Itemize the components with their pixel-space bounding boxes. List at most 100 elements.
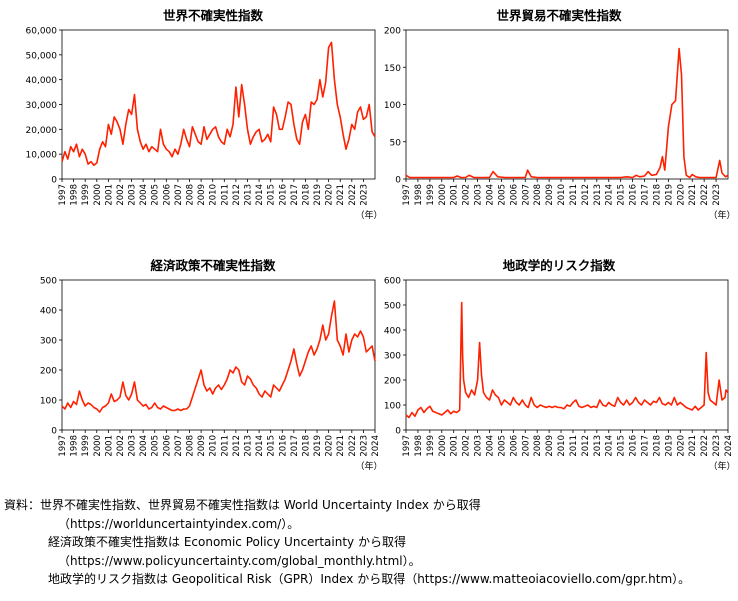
y-tick-label: 0 [395, 176, 401, 186]
y-tick-label: 0 [51, 427, 57, 437]
x-tick-label: 2007 [174, 435, 184, 457]
x-tick-label: 2012 [581, 435, 591, 457]
plot-frame [405, 279, 729, 431]
x-tick-label: 2002 [462, 435, 472, 457]
x-tick-label: 2010 [557, 184, 567, 206]
x-tick-label: 2008 [533, 435, 543, 457]
x-tick-label: 2014 [255, 184, 265, 206]
y-tick-label: 0 [395, 427, 401, 437]
x-tick-label: 2003 [128, 435, 138, 457]
x-tick-label: 2022 [700, 184, 710, 206]
x-tick-label: 2021 [336, 184, 346, 206]
y-tick-label: 300 [40, 337, 57, 347]
x-tick-label: 2000 [93, 435, 103, 457]
x-tick-label: 2006 [162, 435, 172, 457]
y-tick-label: 150 [384, 64, 401, 74]
x-tick-label: 1998 [70, 435, 80, 457]
series-line-1 [61, 41, 376, 167]
x-tick-label: 2001 [450, 435, 460, 457]
x-tick-label: 2017 [290, 435, 300, 457]
x-tick-label: 2021 [688, 435, 698, 457]
x-tick-label: 2005 [151, 184, 161, 206]
x-axis-unit-label: （年） [355, 209, 382, 221]
y-tick-label: 60,000 [26, 27, 58, 37]
y-tick-label: 400 [384, 327, 401, 337]
x-tick-label: 2007 [174, 184, 184, 206]
y-tick-label: 100 [384, 101, 401, 111]
x-tick-label: 2003 [474, 184, 484, 206]
y-tick-label: 50,000 [26, 51, 58, 61]
y-tick-label: 200 [384, 377, 401, 387]
x-tick-label: 2020 [325, 184, 335, 206]
x-tick-label: 2001 [104, 435, 114, 457]
y-tick-label: 600 [384, 277, 401, 287]
plot-frame [61, 279, 376, 431]
x-tick-label: 2021 [688, 184, 698, 206]
x-tick-label: 2009 [545, 184, 555, 206]
x-tick-label: 2018 [652, 435, 662, 457]
x-tick-label: 2009 [197, 435, 207, 457]
x-tick-label: 2001 [450, 184, 460, 206]
x-axis-unit-label: （年） [708, 460, 735, 472]
x-tick-label: 2023 [359, 435, 369, 457]
chart-panel-1: 世界不確実性指数 0 10,000 20,000 30,000 40,000 50,000 6… [26, 8, 383, 221]
chart-title: 世界貿易不確実性指数 [496, 8, 622, 23]
x-tick-label: 2017 [290, 184, 300, 206]
x-tick-label: 1997 [58, 184, 68, 206]
x-tick-label: 2014 [255, 435, 265, 457]
x-tick-label: 2011 [220, 435, 230, 457]
x-tick-label: 2013 [243, 435, 253, 457]
x-tick-label: 2019 [664, 184, 674, 206]
x-tick-label: 2012 [232, 435, 242, 457]
series-line-1 [61, 300, 376, 413]
chart-panel-4: 地政学的リスク指数 0 100 200 300 400 500 600 1997 1998 1999… [384, 258, 736, 472]
x-tick-label: 2023 [712, 435, 722, 457]
x-tick-label: 2019 [664, 435, 674, 457]
chart-title: 世界不確実性指数 [163, 8, 264, 23]
x-tick-label: 2009 [197, 184, 207, 206]
x-tick-label: 2007 [521, 184, 531, 206]
x-tick-label: 2006 [509, 435, 519, 457]
y-tick-label: 20,000 [26, 126, 58, 136]
x-tick-label: 2005 [497, 435, 507, 457]
x-tick-label: 2018 [652, 184, 662, 206]
x-tick-label: 1997 [58, 435, 68, 457]
x-tick-label: 2015 [267, 184, 277, 206]
y-tick-label: 100 [40, 397, 57, 407]
x-tick-label: 2021 [336, 435, 346, 457]
x-tick-label: 2017 [641, 435, 651, 457]
x-tick-label: 2006 [509, 184, 519, 206]
x-tick-label: 1999 [81, 184, 91, 206]
x-tick-label: 2019 [313, 184, 323, 206]
x-tick-label: 2005 [497, 184, 507, 206]
source-note-line-4: （https://www.policyuncertainty.com/globa… [58, 553, 421, 568]
x-tick-label: 2002 [116, 435, 126, 457]
x-tick-label: 2015 [267, 435, 277, 457]
y-tick-label: 10,000 [26, 151, 58, 161]
x-tick-label: 2011 [569, 184, 579, 206]
x-tick-label: 2023 [712, 184, 722, 206]
series-line-1 [405, 47, 729, 179]
x-tick-label: 2012 [232, 184, 242, 206]
x-tick-label: 2023 [359, 184, 369, 206]
series-line-1 [405, 301, 729, 419]
source-note-line-3: 経済政策不確実性指数は Economic Policy Uncertainty … [48, 535, 406, 549]
x-tick-label: 2006 [162, 184, 172, 206]
x-tick-label: 2020 [676, 184, 686, 206]
x-tick-label: 2022 [348, 435, 358, 457]
x-tick-label: 2000 [438, 184, 448, 206]
x-tick-label: 2011 [569, 435, 579, 457]
x-tick-label: 2008 [186, 184, 196, 206]
y-tick-label: 30,000 [26, 101, 58, 111]
x-axis-unit-label: （年） [708, 209, 735, 221]
x-tick-label: 2010 [209, 184, 219, 206]
x-tick-label: 2011 [220, 184, 230, 206]
y-tick-label: 200 [384, 27, 401, 37]
x-tick-label: 1998 [414, 184, 424, 206]
y-tick-label: 500 [384, 302, 401, 312]
source-note-line-1: 資料：世界不確実性指数、世界貿易不確実性指数は World Uncertaint… [4, 498, 481, 512]
x-tick-label: 2007 [521, 435, 531, 457]
x-tick-label: 1998 [414, 435, 424, 457]
